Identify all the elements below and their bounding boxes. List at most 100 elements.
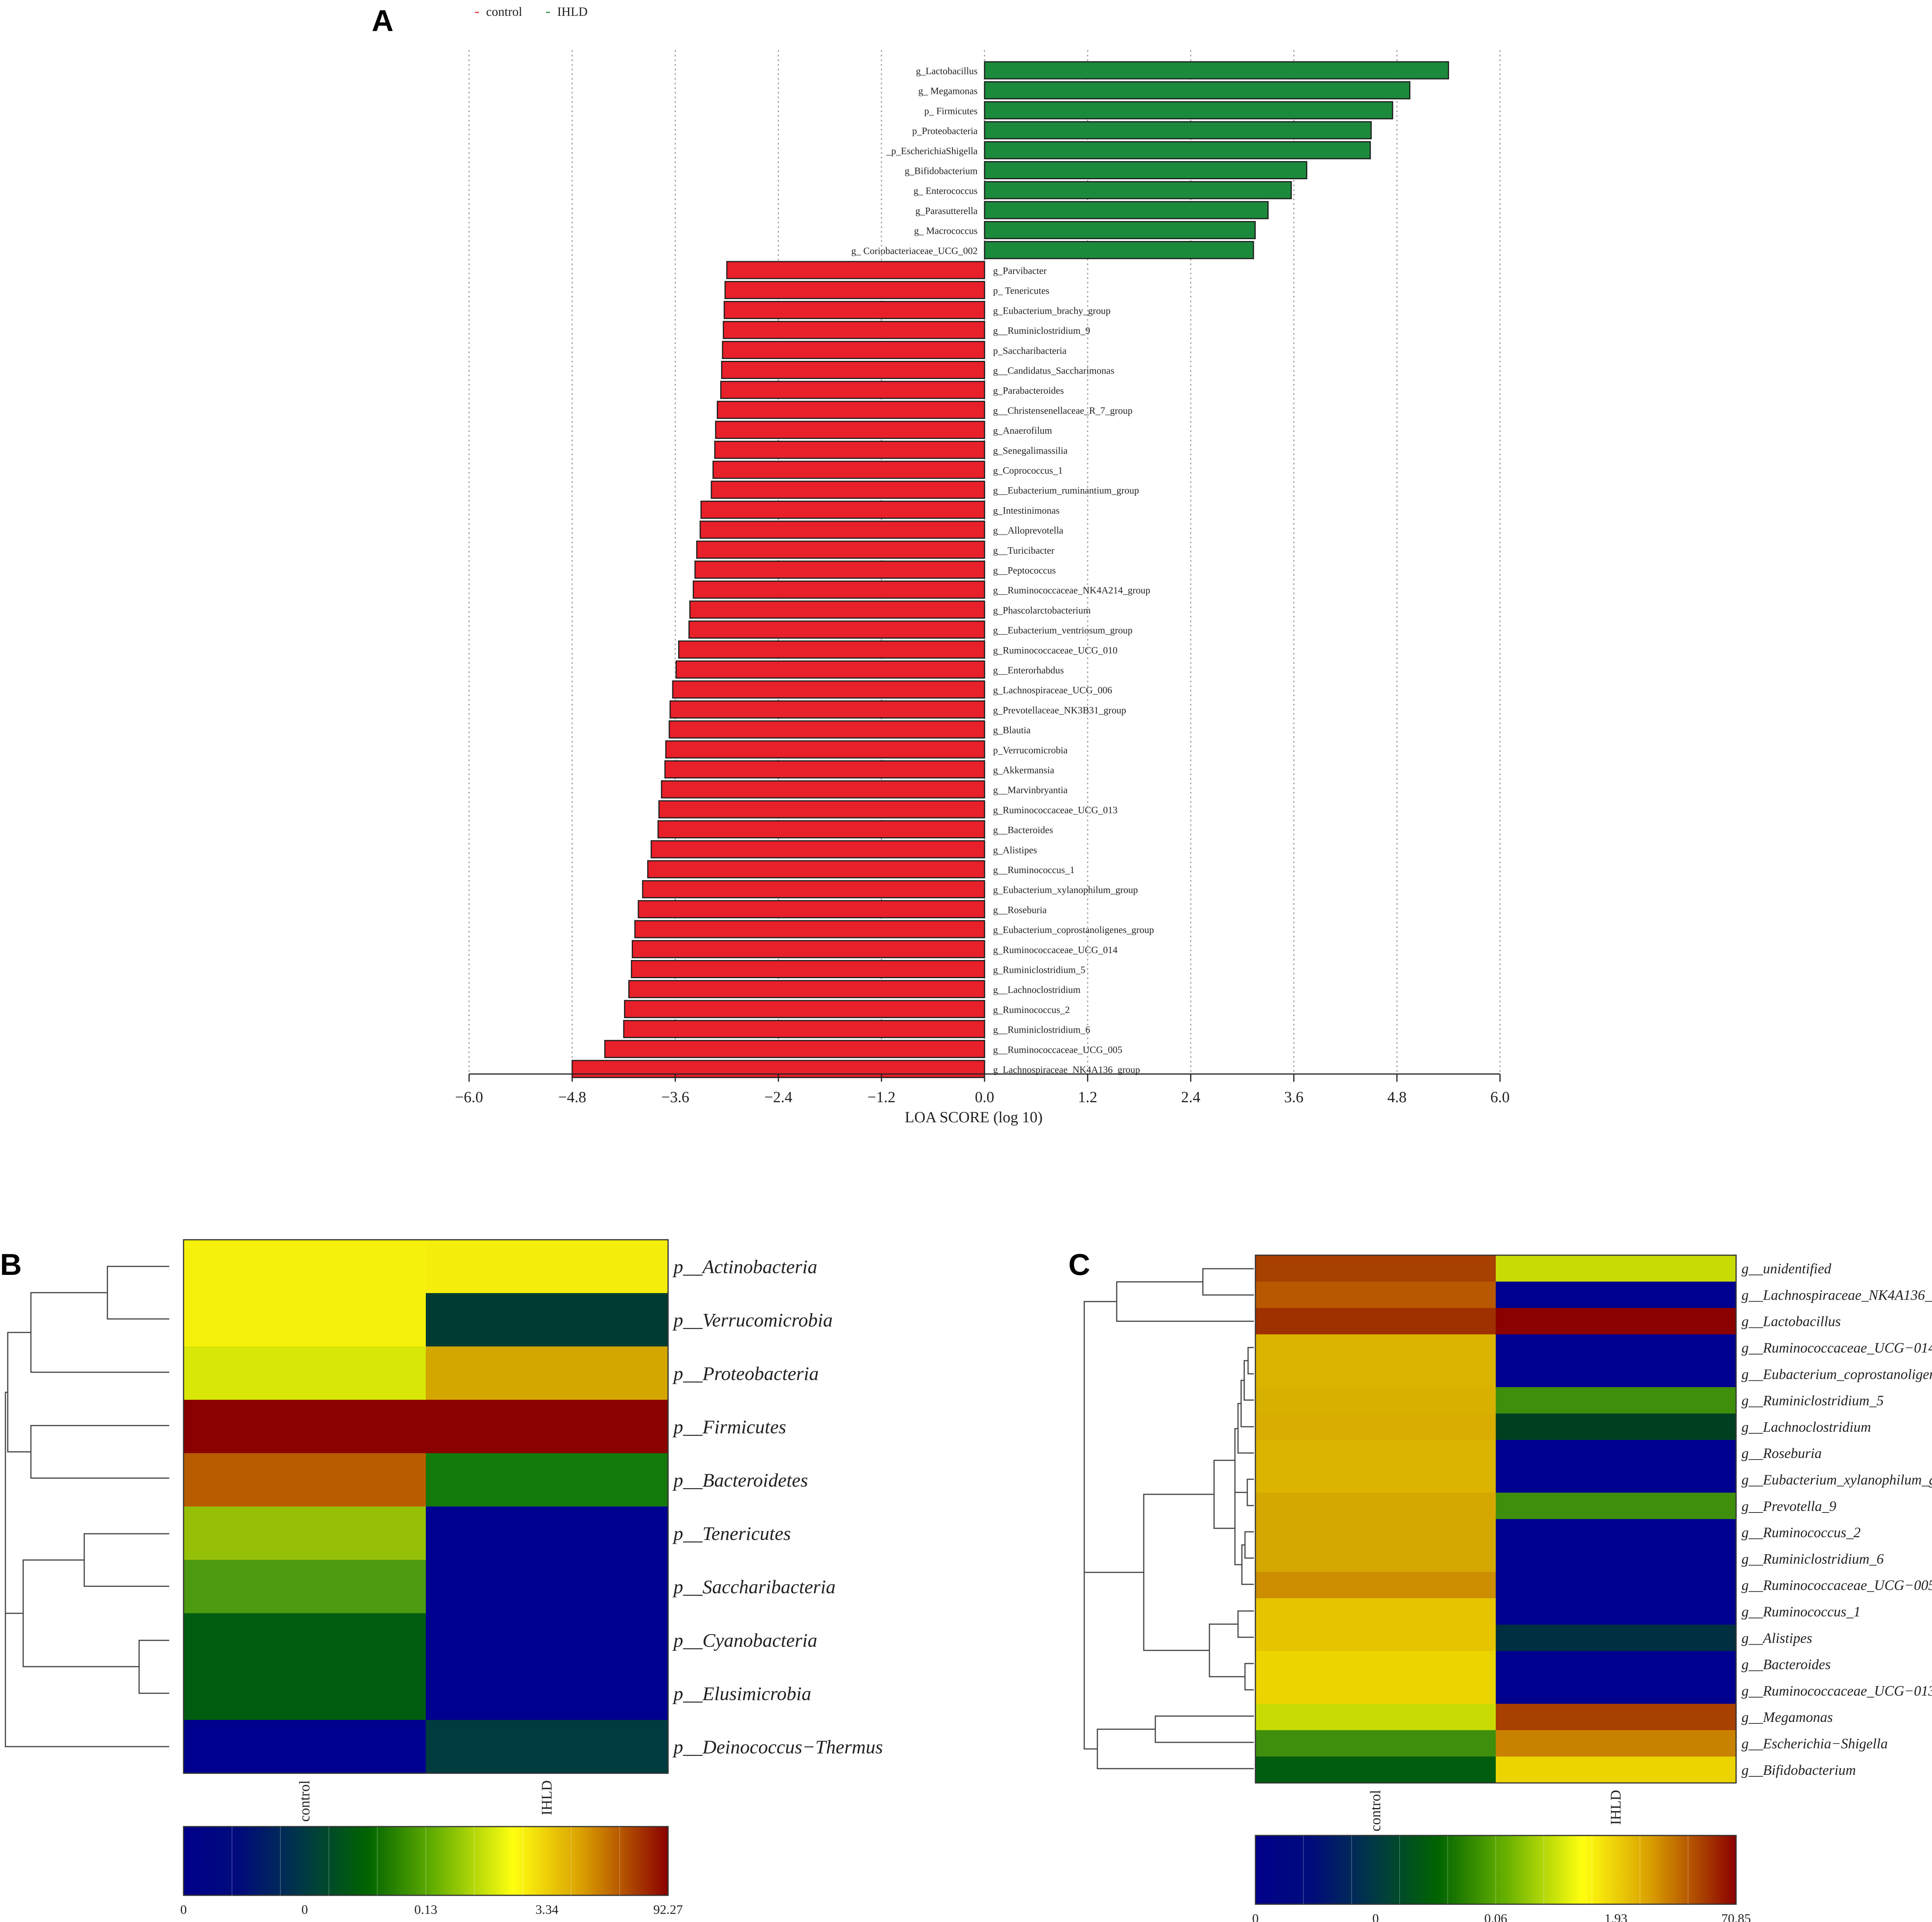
heatmap-cell [426, 1240, 668, 1293]
colorbar [1255, 1835, 1737, 1905]
row-label: g__Alistipes [1742, 1630, 1812, 1646]
colorbar-tick-label: 0 [301, 1903, 308, 1917]
bar [631, 960, 985, 978]
bar-label: g__Ruminiclostridium_6 [993, 1025, 1090, 1035]
bar [689, 600, 985, 619]
bar-label: g__Ruminiclostridium_9 [993, 326, 1090, 336]
heatmap-cell [184, 1613, 426, 1667]
heatmap-cell [1255, 1281, 1496, 1309]
bar [634, 920, 985, 938]
bar [604, 1040, 985, 1058]
colorbar-tick-label: 0 [180, 1903, 187, 1917]
colorbar-tick-label: 70.85 [1721, 1912, 1751, 1922]
row-label: p__Actinobacteria [672, 1256, 817, 1278]
bar [694, 561, 985, 579]
x-tick-label: −2.4 [764, 1088, 793, 1106]
row-label: g__Eubacterium_xylanophilum_group [1742, 1472, 1932, 1488]
row-label: g__Lachnoclostridium [1742, 1419, 1871, 1435]
legend: - control - IHLD [474, 3, 588, 19]
heatmap-cell [426, 1346, 668, 1400]
heatmap-cell [1496, 1519, 1736, 1546]
row-label: p__Deinococcus−Thermus [672, 1736, 883, 1757]
bar [720, 381, 985, 399]
x-tick-label: 2.4 [1181, 1088, 1201, 1106]
heatmap-cell [1255, 1545, 1496, 1572]
bar-label: g_Ruminococcaceae_UCG_013 [993, 805, 1117, 816]
heatmap-cell [426, 1453, 668, 1507]
bar [624, 1000, 985, 1018]
heatmap-cell [1496, 1413, 1736, 1440]
bar [661, 780, 985, 799]
heatmap-cell [1496, 1677, 1736, 1704]
column-label: control [1367, 1790, 1384, 1832]
bar [672, 680, 985, 699]
bar [668, 720, 985, 739]
bar [657, 820, 985, 839]
x-tick-label: −6.0 [455, 1088, 483, 1106]
bar-label: g__Roseburia [993, 905, 1047, 915]
heatmap-cell [184, 1293, 426, 1347]
bar [675, 660, 985, 679]
bar-label: g_Lachnospiraceae_UCG_006 [993, 685, 1112, 696]
heatmap-cell [184, 1346, 426, 1400]
bar-label: g_Ruminococcus_2 [993, 1005, 1070, 1015]
x-tick-label: 4.8 [1387, 1088, 1406, 1106]
bar [721, 361, 985, 379]
bar-label: g__Christensenellaceae_R_7_group [993, 406, 1133, 416]
bar [726, 261, 985, 279]
row-label: p__Tenericutes [672, 1523, 791, 1544]
bar-label: g_Alistipes [993, 845, 1037, 855]
row-label: g__Roseburia [1742, 1446, 1822, 1461]
x-tick-label: −4.8 [558, 1088, 587, 1106]
row-dendrogram [5, 1266, 169, 1747]
bar [984, 181, 1292, 199]
heatmap-cell [1255, 1255, 1496, 1282]
heatmap-cell [1496, 1625, 1736, 1651]
bar-label: g__Eubacterium_ruminantium_group [993, 486, 1139, 496]
panel-a-lefse-bar-chart: A - control - IHLD g_Lactobacillus g_ Meg… [372, 3, 1510, 1126]
bar [984, 61, 1449, 80]
heatmap-cell [184, 1240, 426, 1293]
bar-label: g_Ruminococcaceae_UCG_014 [993, 945, 1118, 955]
bar-label: g_Bifidobacterium [905, 166, 978, 177]
bar-label: g__Peptococcus [993, 566, 1056, 576]
heatmap-cell [1496, 1598, 1736, 1625]
legend-label-control: control [486, 5, 522, 19]
heatmap-cell [1496, 1572, 1736, 1599]
bar-label: p_ Firmicutes [924, 106, 978, 116]
heatmap-cell [1255, 1492, 1496, 1519]
bar-label: g__Turicibacter [993, 546, 1054, 556]
colorbar-tick-label: 1.93 [1604, 1912, 1628, 1922]
row-label: g__Megamonas [1742, 1710, 1833, 1725]
heatmap-cell [184, 1453, 426, 1507]
colorbar-tick-label: 0.06 [1484, 1912, 1507, 1922]
x-tick-label: 3.6 [1284, 1088, 1303, 1106]
bar [700, 500, 985, 519]
bar [715, 421, 985, 439]
bar-label: p_ Tenericutes [993, 286, 1049, 296]
heatmap-cell [1496, 1387, 1736, 1414]
bar [712, 461, 985, 479]
row-label: p__Firmicutes [672, 1416, 786, 1438]
bar [638, 900, 985, 918]
heatmap-cell [184, 1506, 426, 1560]
heatmap-cell [426, 1400, 668, 1453]
bar [984, 161, 1308, 179]
colorbar-tick-label: 0.13 [414, 1903, 437, 1917]
bar [692, 580, 985, 599]
bar [984, 101, 1393, 119]
bar [642, 880, 985, 899]
bar [984, 141, 1371, 160]
bar-label: g_ Enterococcus [913, 186, 978, 196]
heatmap-cell [184, 1400, 426, 1453]
x-axis-label: LOA SCORE (log 10) [905, 1108, 1043, 1126]
x-tick-label: −1.2 [867, 1088, 896, 1106]
bar-label: p_Proteobacteria [912, 126, 978, 136]
heatmap-cell [184, 1720, 426, 1774]
heatmap-cell [1496, 1704, 1736, 1730]
x-tick-label: 1.2 [1078, 1088, 1097, 1106]
heatmap-cell [1496, 1466, 1736, 1493]
bar-label: g_Ruminiclostridium_5 [993, 965, 1085, 975]
bar-label: g__Alloprevotella [993, 525, 1063, 536]
